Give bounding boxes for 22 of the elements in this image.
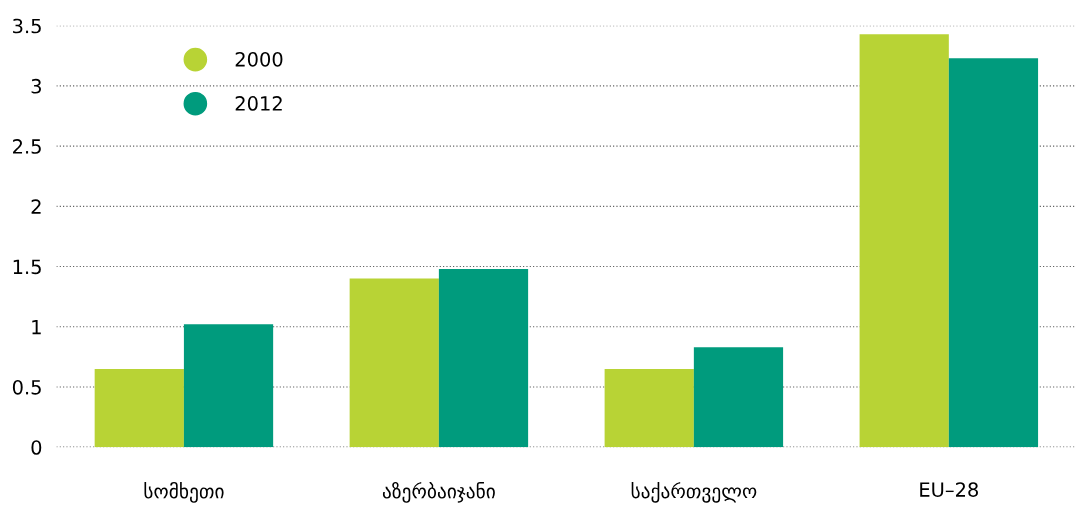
legend-label: 2012 — [235, 96, 282, 111]
y-tick-label: 3 — [31, 78, 41, 94]
x-tick-label: აზერბაიჯანი — [382, 481, 495, 503]
bar — [438, 268, 529, 448]
bar — [604, 368, 694, 448]
x-tick-label: სომხეთი — [144, 481, 224, 503]
bar — [693, 347, 784, 448]
bar — [349, 278, 439, 448]
x-tick-label: საქართველო — [631, 481, 757, 503]
y-tick-label: 0.5 — [12, 379, 41, 395]
y-tick-label: 0 — [31, 440, 42, 455]
y-tick-label: 2.5 — [13, 139, 41, 154]
y-tick-label: 1.5 — [13, 259, 41, 275]
bar — [94, 368, 184, 448]
legend-label: 2000 — [235, 51, 283, 67]
y-tick-label: 1 — [32, 319, 41, 335]
bar — [183, 324, 274, 448]
x-tick-label: EU–28 — [920, 482, 978, 497]
bar — [948, 58, 1039, 448]
y-tick-label: 2 — [31, 199, 41, 214]
bar — [859, 34, 949, 448]
y-tick-label: 3.5 — [13, 18, 41, 34]
